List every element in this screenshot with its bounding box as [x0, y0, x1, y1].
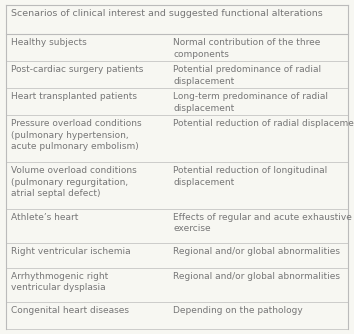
Text: Post-cardiac surgery patients: Post-cardiac surgery patients	[11, 65, 143, 74]
Bar	[6, 209, 348, 243]
Text: Potential reduction of radial displacement: Potential reduction of radial displaceme…	[173, 120, 354, 129]
Text: Potential reduction of longitudinal
displacement: Potential reduction of longitudinal disp…	[173, 166, 328, 187]
Text: Pressure overload conditions
(pulmonary hypertension,
acute pulmonary embolism): Pressure overload conditions (pulmonary …	[11, 120, 142, 151]
Text: Congenital heart diseases: Congenital heart diseases	[11, 306, 129, 315]
Text: Volume overload conditions
(pulmonary regurgitation,
atrial septal defect): Volume overload conditions (pulmonary re…	[11, 166, 137, 198]
Bar	[6, 5, 348, 34]
Text: Heart transplanted patients: Heart transplanted patients	[11, 93, 137, 102]
Text: Scenarios of clinical interest and suggested functional alterations: Scenarios of clinical interest and sugge…	[11, 9, 323, 18]
Text: Normal contribution of the three
components: Normal contribution of the three compone…	[173, 38, 321, 59]
Text: Long-term predominance of radial
displacement: Long-term predominance of radial displac…	[173, 93, 329, 113]
Bar	[6, 116, 348, 162]
Bar	[6, 243, 348, 268]
Text: Potential predominance of radial
displacement: Potential predominance of radial displac…	[173, 65, 321, 86]
Text: Regional and/or global abnormalities: Regional and/or global abnormalities	[173, 272, 341, 281]
Text: Athlete’s heart: Athlete’s heart	[11, 213, 78, 222]
Bar	[6, 268, 348, 302]
Text: Right ventricular ischemia: Right ventricular ischemia	[11, 247, 131, 256]
Text: Arrhythmogenic right
ventricular dysplasia: Arrhythmogenic right ventricular dysplas…	[11, 272, 108, 292]
Text: Depending on the pathology: Depending on the pathology	[173, 306, 303, 315]
Bar	[6, 89, 348, 116]
Text: Effects of regular and acute exhaustive
exercise: Effects of regular and acute exhaustive …	[173, 213, 352, 233]
Bar	[6, 162, 348, 209]
Bar	[6, 61, 348, 89]
Bar	[6, 34, 348, 61]
Text: Healthy subjects: Healthy subjects	[11, 38, 87, 47]
Bar	[6, 302, 348, 329]
Text: Regional and/or global abnormalities: Regional and/or global abnormalities	[173, 247, 341, 256]
